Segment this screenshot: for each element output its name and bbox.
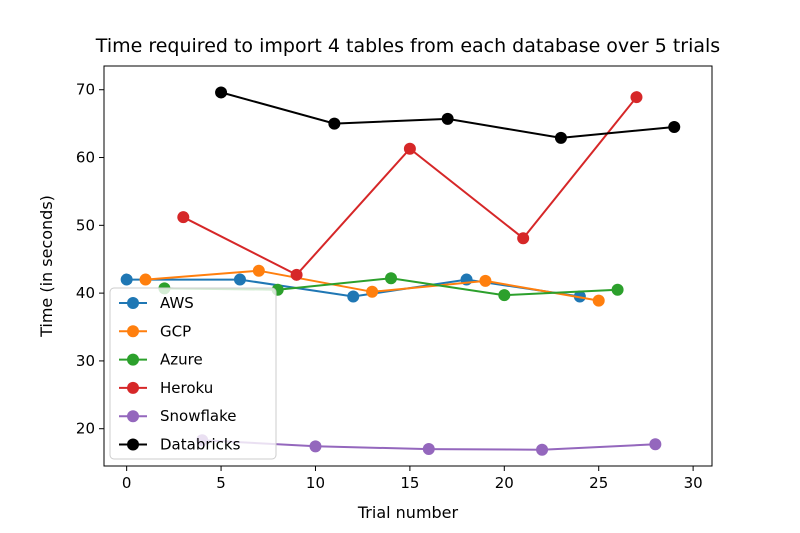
legend-swatch-marker-databricks: [127, 438, 139, 451]
data-point-aws: [120, 273, 133, 286]
data-point-aws: [233, 273, 246, 286]
data-point-azure: [385, 272, 398, 285]
data-point-gcp: [366, 285, 379, 298]
data-point-snowflake: [536, 443, 549, 456]
data-point-databricks: [554, 131, 567, 144]
data-point-heroku: [177, 211, 190, 224]
x-tick-label: 0: [122, 474, 132, 492]
data-point-databricks: [215, 86, 228, 99]
data-point-heroku: [290, 268, 303, 281]
y-tick-label: 30: [76, 352, 95, 370]
data-point-databricks: [668, 121, 681, 134]
y-tick-label: 20: [76, 420, 95, 438]
plot-frame: [103, 65, 713, 467]
data-point-heroku: [630, 91, 643, 104]
legend-label-azure: Azure: [160, 351, 203, 369]
legend-label-aws: AWS: [160, 294, 194, 312]
legend: AWS GCP Azure Heroku Snowflake Databricks: [109, 287, 277, 460]
y-axis-label: Time (in seconds): [37, 195, 56, 338]
data-point-snowflake: [422, 443, 435, 456]
y-tick-label: 50: [76, 216, 95, 234]
data-point-snowflake: [309, 440, 322, 453]
chart-title: Time required to import 4 tables from ea…: [95, 35, 720, 57]
legend-swatch-marker-azure: [127, 353, 139, 366]
legend-swatch-marker-heroku: [127, 381, 139, 394]
legend-swatch-marker-aws: [127, 297, 139, 309]
legend-label-heroku: Heroku: [160, 379, 213, 397]
x-tick-label: 30: [684, 474, 703, 492]
data-point-snowflake: [649, 438, 662, 451]
data-point-gcp: [252, 264, 265, 277]
data-point-azure: [498, 289, 511, 302]
data-point-aws: [347, 290, 360, 303]
legend-swatch-marker-snowflake: [127, 410, 139, 423]
x-tick-label: 25: [589, 474, 608, 492]
y-tick-label: 40: [76, 284, 95, 302]
y-tick-label: 60: [76, 149, 95, 167]
x-tick-label: 15: [400, 474, 419, 492]
legend-swatch-marker-gcp: [127, 325, 139, 338]
data-point-gcp: [479, 274, 492, 287]
data-point-gcp: [592, 294, 605, 307]
series-line-heroku: [182, 96, 638, 277]
y-tick-label: 70: [76, 81, 95, 99]
legend-label-gcp: GCP: [160, 322, 191, 340]
data-point-databricks: [328, 117, 341, 130]
data-point-heroku: [517, 232, 530, 245]
data-point-heroku: [403, 142, 416, 155]
legend-box: [109, 287, 277, 460]
x-tick-label: 20: [495, 474, 514, 492]
data-point-azure: [611, 283, 624, 296]
x-tick-label: 10: [306, 474, 325, 492]
data-point-databricks: [441, 112, 454, 125]
legend-label-snowflake: Snowflake: [160, 407, 237, 425]
data-point-gcp: [139, 273, 152, 286]
x-tick-label: 5: [216, 474, 226, 492]
x-axis-label: Trial number: [357, 503, 459, 522]
legend-label-databricks: Databricks: [160, 436, 241, 454]
